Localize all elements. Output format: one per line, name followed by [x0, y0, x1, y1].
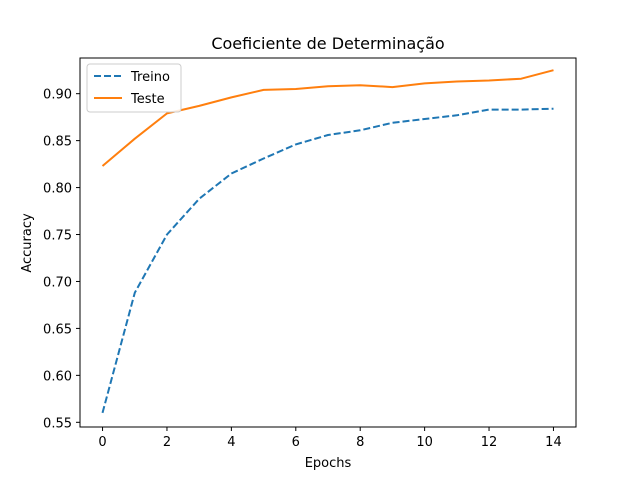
series-layer	[101, 69, 554, 414]
x-tick-label: 10	[416, 435, 433, 450]
x-axis-label: Epochs	[305, 456, 352, 471]
x-tick-label: 14	[545, 435, 562, 450]
chart-title: Coeficiente de Determinação	[211, 34, 444, 53]
x-tick-label: 6	[292, 435, 300, 450]
x-tick-label: 12	[481, 435, 498, 450]
x-tick-label: 2	[163, 435, 171, 450]
y-tick-label: 0.75	[43, 229, 72, 244]
axes-frame	[79, 57, 577, 428]
x-tick-label: 4	[227, 435, 235, 450]
y-tick-label: 0.90	[43, 88, 72, 103]
y-tick-label: 0.55	[43, 416, 72, 431]
x-axis: 0 2 4 6 8 10 12 14	[98, 427, 562, 450]
y-tick-label: 0.85	[43, 135, 72, 150]
y-tick-label: 0.80	[43, 182, 72, 197]
y-axis-label: Accuracy	[20, 213, 35, 273]
y-tick-label: 0.70	[43, 275, 72, 290]
x-tick-label: 8	[356, 435, 364, 450]
legend: Treino Teste	[86, 63, 182, 113]
x-tick-label: 0	[98, 435, 106, 450]
series-line-treino	[101, 107, 554, 414]
y-tick-label: 0.65	[43, 322, 72, 337]
y-tick-label: 0.60	[43, 369, 72, 384]
legend-label-treino: Treino	[130, 70, 170, 85]
y-axis: 0.55 0.60 0.65 0.70 0.75 0.80 0.85 0.90	[43, 88, 80, 431]
legend-label-teste: Teste	[130, 92, 165, 107]
